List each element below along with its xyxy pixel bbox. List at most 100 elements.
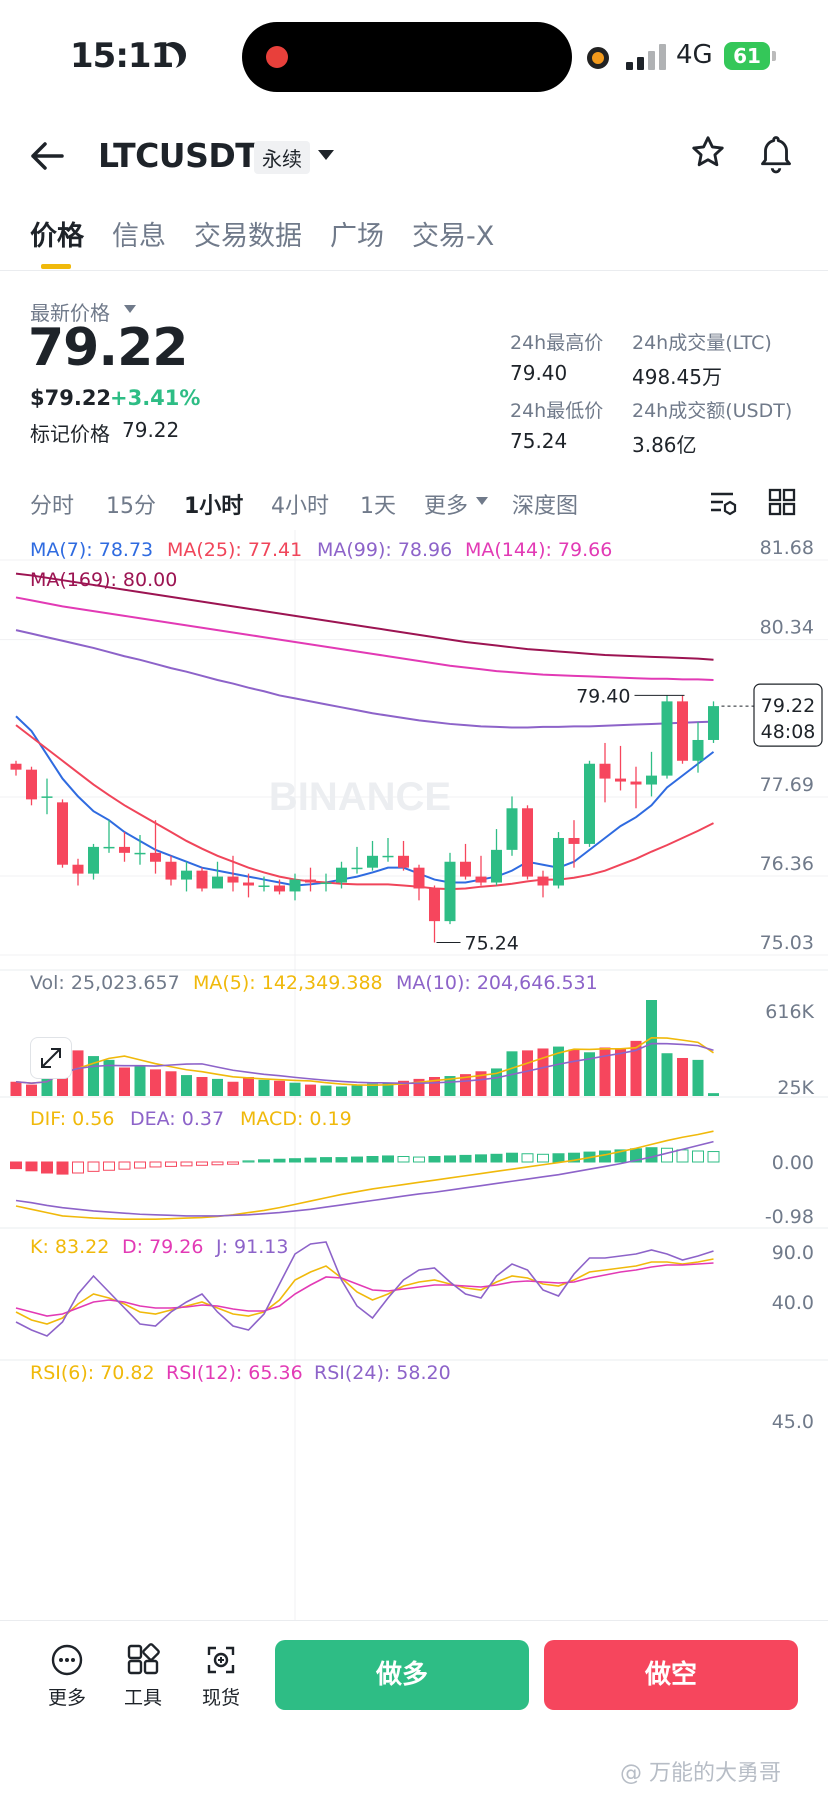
interval-15m[interactable]: 15分 bbox=[106, 494, 156, 519]
tools-button[interactable]: 工具 bbox=[108, 1643, 178, 1710]
candle-body bbox=[289, 879, 301, 892]
candle-body bbox=[72, 864, 84, 874]
candle-body bbox=[150, 852, 161, 862]
price-axis-tick: 80.34 bbox=[760, 617, 814, 639]
long-button[interactable]: 做多 bbox=[275, 1640, 529, 1710]
layout-grid-icon[interactable] bbox=[768, 488, 798, 518]
interval-timeline[interactable]: 分时 bbox=[30, 494, 75, 519]
ma-legend-label: MA(169): 80.00 bbox=[30, 569, 177, 591]
kdj-legend-label: K: 83.22 bbox=[30, 1236, 109, 1258]
volume-bar bbox=[522, 1050, 533, 1096]
network-label: 4G bbox=[676, 40, 713, 70]
candle-body bbox=[661, 701, 673, 776]
last-price-label[interactable]: 最新价格 bbox=[30, 301, 110, 325]
volume-bar bbox=[41, 1078, 53, 1096]
volume-bar bbox=[150, 1069, 161, 1096]
volume-bar bbox=[181, 1075, 192, 1096]
recording-dot-icon bbox=[266, 46, 288, 68]
tab-trade-x[interactable]: 交易-X bbox=[412, 221, 495, 252]
candle-body bbox=[599, 763, 611, 779]
macd-histogram-bar bbox=[25, 1161, 38, 1172]
candle-body bbox=[584, 763, 595, 844]
macd-histogram-bar bbox=[428, 1156, 441, 1163]
last-price-dropdown-icon[interactable] bbox=[124, 305, 136, 313]
kline-chart[interactable]: 81.68 80.34 77.69 76.36 75.03 BINANCE MA(7):… bbox=[0, 530, 828, 1620]
fullscreen-expand-icon[interactable] bbox=[30, 1037, 72, 1079]
stat-value: 79.40 bbox=[510, 361, 568, 385]
back-arrow-icon[interactable] bbox=[30, 138, 64, 178]
candle-body bbox=[88, 846, 99, 874]
volume-bar bbox=[336, 1086, 347, 1096]
ma-legend-label: MA(25): 77.41 bbox=[167, 539, 302, 561]
tab-trading-data[interactable]: 交易数据 bbox=[194, 221, 302, 252]
macd-histogram-bar bbox=[475, 1154, 487, 1163]
macd-histogram-bar bbox=[304, 1157, 317, 1163]
mark-price-label: 标记价格 bbox=[30, 422, 110, 446]
macd-histogram-bar bbox=[103, 1161, 115, 1171]
symbol-dropdown-chevron-icon[interactable] bbox=[318, 150, 334, 160]
stat-24h-turnover: 24h成交额(USDT) 3.86亿 bbox=[632, 396, 792, 458]
macd-histogram-bar bbox=[165, 1161, 177, 1167]
macd-histogram-bar bbox=[537, 1153, 549, 1163]
short-button[interactable]: 做空 bbox=[544, 1640, 798, 1710]
volume-axis-tick: 25K bbox=[777, 1077, 814, 1099]
dynamic-island bbox=[242, 22, 572, 92]
volume-bar bbox=[661, 1053, 673, 1096]
stat-label: 24h成交额(USDT) bbox=[632, 400, 793, 422]
candle-body bbox=[615, 778, 626, 782]
macd-axis-tick: -0.98 bbox=[765, 1206, 814, 1228]
signal-icon bbox=[626, 44, 670, 70]
main-tabs: 价格 信息 交易数据 广场 交易-X bbox=[30, 214, 494, 253]
tab-price[interactable]: 价格 bbox=[30, 221, 84, 252]
candle-body bbox=[367, 855, 378, 868]
volume-bar bbox=[289, 1082, 301, 1096]
interval-more-chevron-icon[interactable] bbox=[472, 488, 512, 520]
candle-body bbox=[134, 852, 146, 855]
ma-legend-label: MA(7): 78.73 bbox=[30, 539, 153, 561]
candle-body bbox=[26, 769, 37, 800]
interval-1h[interactable]: 1小时 bbox=[184, 494, 244, 519]
favorite-star-icon[interactable] bbox=[690, 134, 726, 177]
volume-bar bbox=[26, 1084, 37, 1096]
volume-bar bbox=[460, 1074, 471, 1096]
candle-body bbox=[336, 867, 347, 883]
volume-bar bbox=[429, 1076, 440, 1096]
depth-chart-tab[interactable]: 深度图 bbox=[512, 494, 579, 519]
volume-bar bbox=[630, 1040, 642, 1096]
interval-4h[interactable]: 4小时 bbox=[271, 494, 329, 519]
macd-legend-label: MACD: 0.19 bbox=[240, 1108, 352, 1130]
stat-24h-volume: 24h成交量(LTC) 498.45万 bbox=[632, 328, 772, 390]
stat-label: 24h最低价 bbox=[510, 400, 604, 422]
volume-bar bbox=[72, 1050, 84, 1096]
volume-bar bbox=[444, 1076, 456, 1096]
kdj-legend-label: J: 91.13 bbox=[215, 1236, 288, 1258]
candle-body bbox=[677, 701, 688, 761]
more-button[interactable]: 更多 bbox=[32, 1643, 102, 1710]
symbol-title[interactable]: LTCUSDT bbox=[98, 136, 258, 175]
stat-24h-high: 24h最高价 79.40 bbox=[510, 328, 603, 385]
rsi-legend-label: RSI(24): 58.20 bbox=[314, 1362, 451, 1384]
macd-histogram-bar bbox=[242, 1160, 255, 1163]
volume-bar bbox=[258, 1079, 270, 1096]
tab-info[interactable]: 信息 bbox=[112, 221, 166, 252]
stat-value: 498.45万 bbox=[632, 365, 722, 389]
volume-bar bbox=[599, 1047, 611, 1096]
chart-settings-icon[interactable] bbox=[708, 488, 738, 518]
candle-body bbox=[553, 837, 564, 886]
notification-bell-icon[interactable] bbox=[758, 134, 798, 178]
volume-bar bbox=[398, 1080, 409, 1096]
macd-histogram-bar bbox=[258, 1159, 270, 1163]
macd-legend-label: DEA: 0.37 bbox=[130, 1108, 224, 1130]
price-axis-tick: 76.36 bbox=[760, 853, 814, 875]
macd-histogram-bar bbox=[568, 1152, 580, 1163]
stat-24h-low: 24h最低价 75.24 bbox=[510, 396, 603, 453]
macd-histogram-bar bbox=[180, 1161, 193, 1167]
candle-countdown: 48:08 bbox=[761, 721, 816, 743]
candle-body bbox=[537, 876, 549, 886]
candle-body bbox=[227, 876, 239, 883]
interval-1d[interactable]: 1天 bbox=[360, 494, 396, 519]
battery-tip bbox=[772, 51, 776, 61]
spot-button[interactable]: 现货 bbox=[186, 1643, 256, 1710]
tab-square[interactable]: 广场 bbox=[330, 221, 384, 252]
interval-more[interactable]: 更多 bbox=[424, 494, 469, 519]
